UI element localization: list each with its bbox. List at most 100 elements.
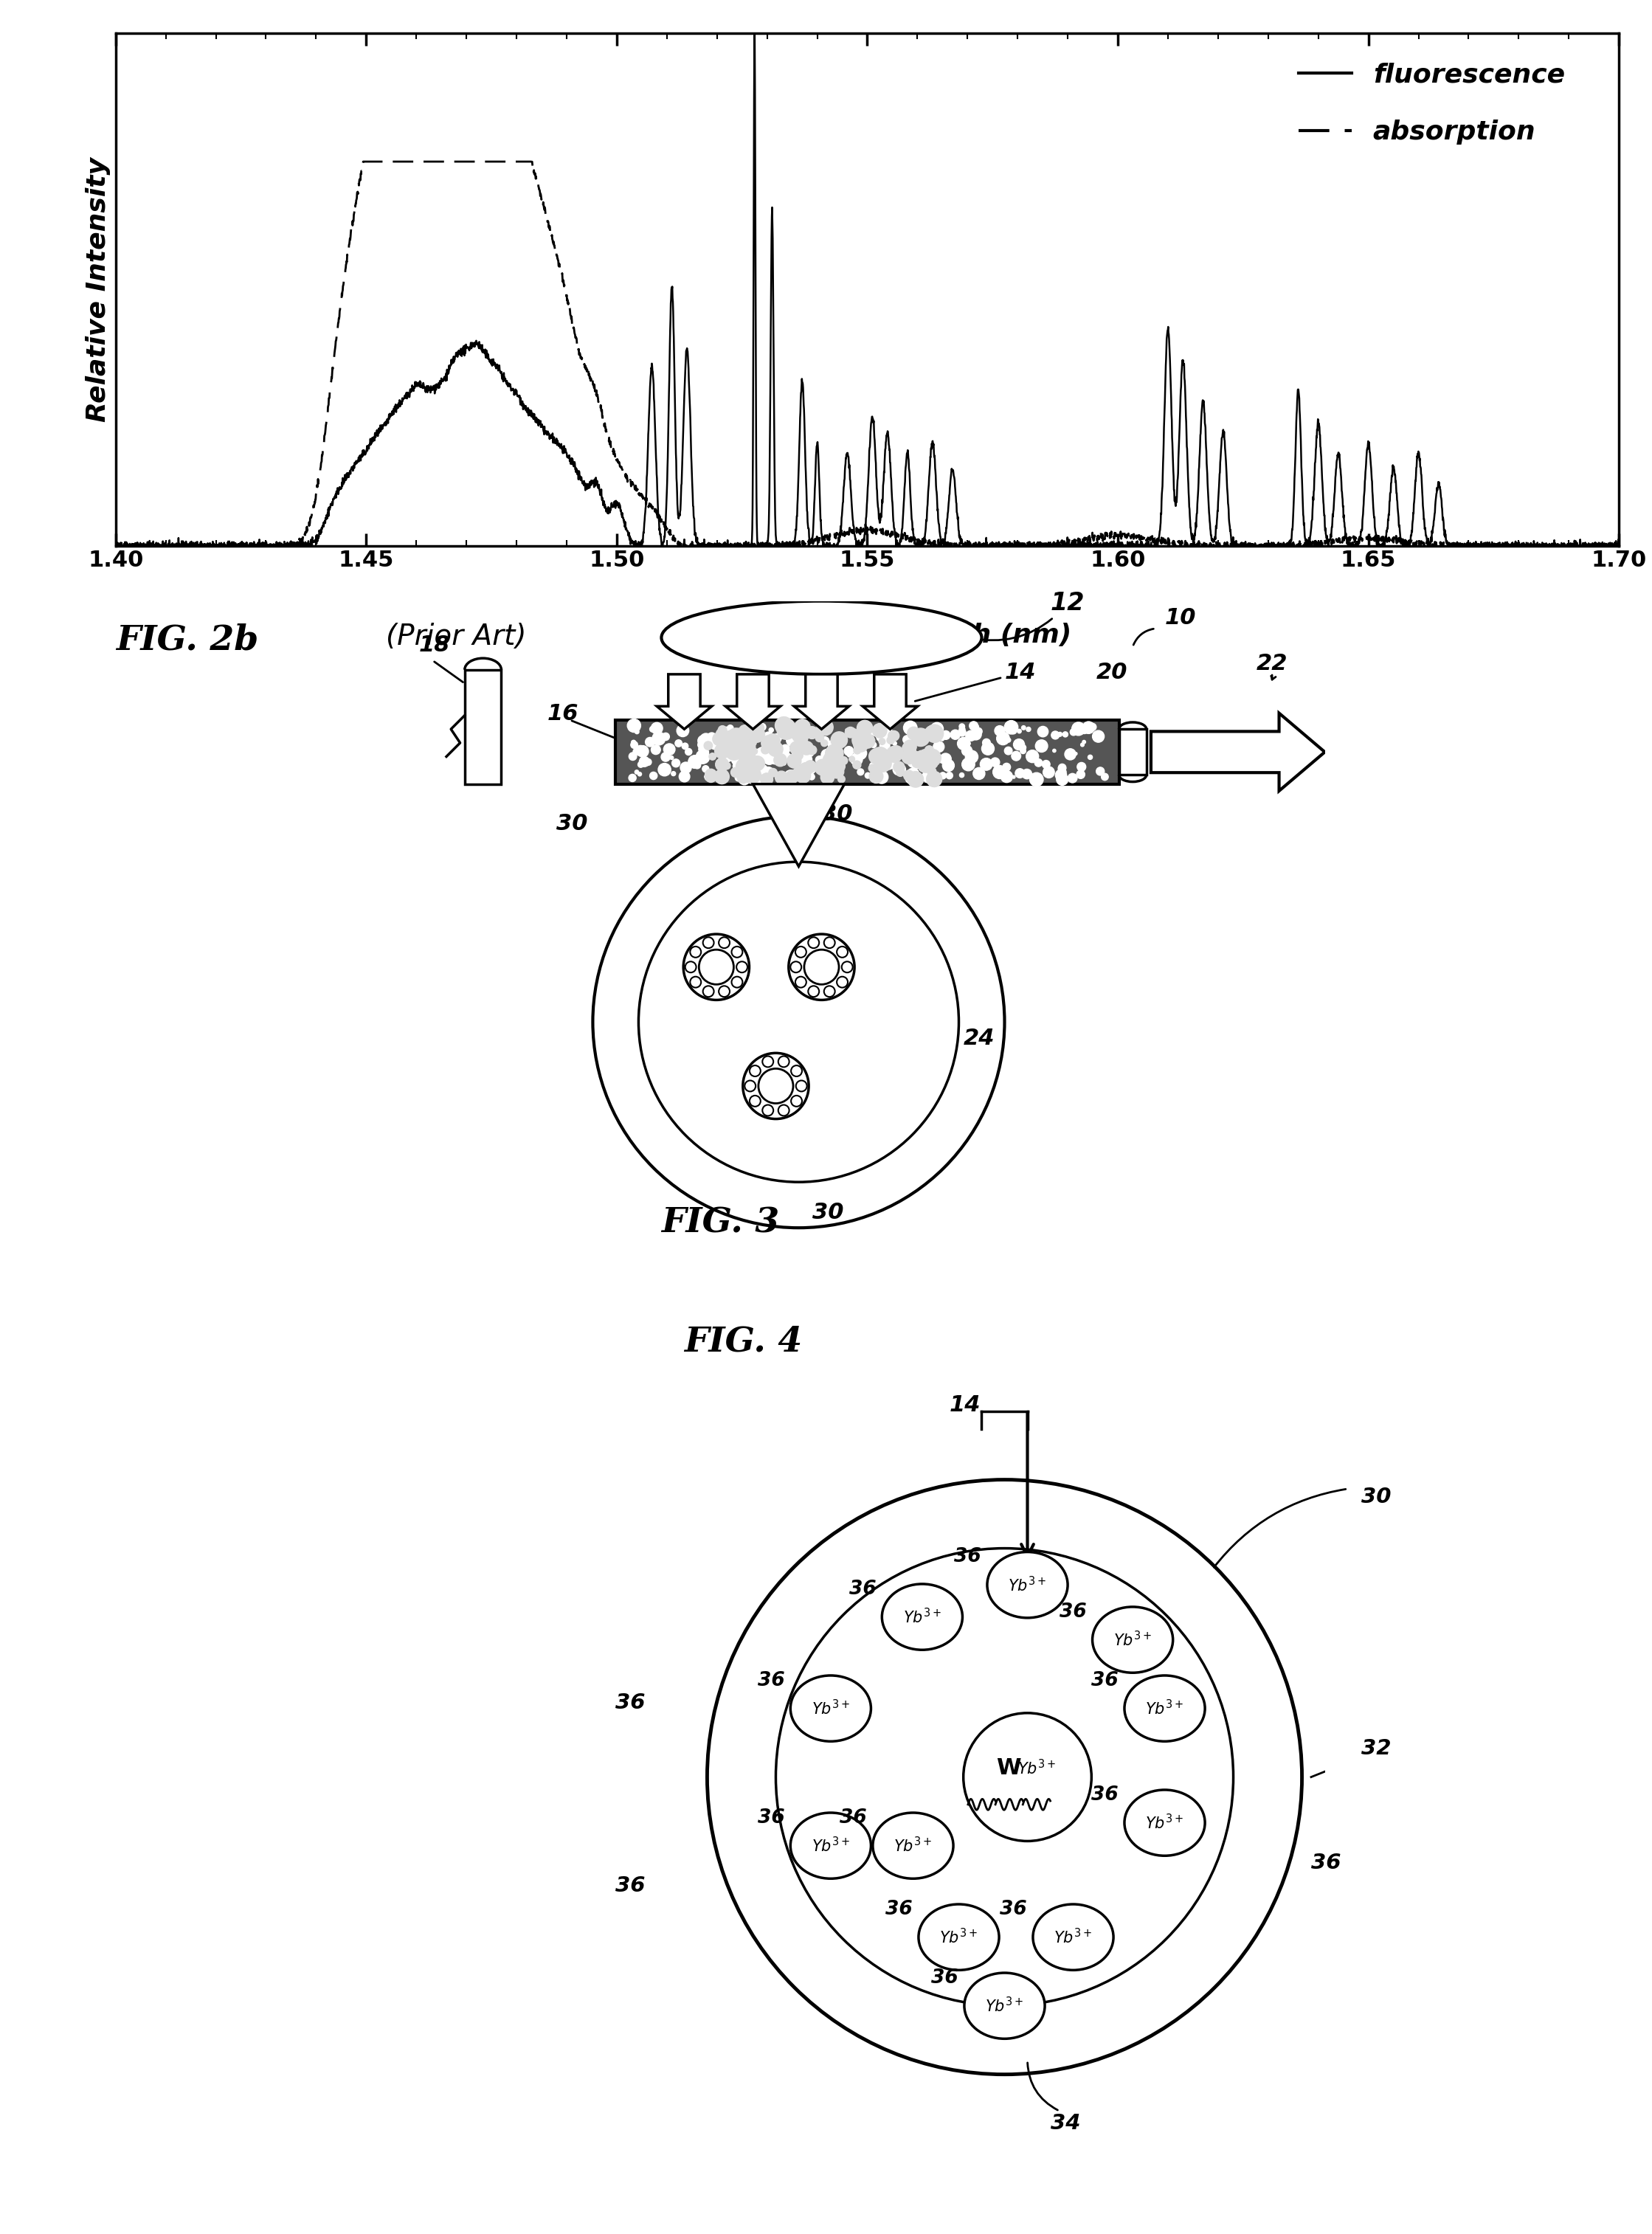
Circle shape — [1059, 764, 1066, 773]
Circle shape — [629, 753, 636, 760]
fluorescence — [1227, 532, 1247, 558]
Text: $Yb^{3+}$: $Yb^{3+}$ — [1145, 1700, 1184, 1718]
Circle shape — [712, 733, 725, 746]
Circle shape — [743, 766, 762, 784]
Text: 34: 34 — [1051, 2113, 1080, 2133]
Text: 30: 30 — [1361, 1486, 1391, 1508]
Circle shape — [705, 771, 717, 782]
Circle shape — [795, 764, 806, 775]
Circle shape — [657, 764, 671, 775]
absorption — [1227, 532, 1247, 558]
Circle shape — [922, 760, 932, 771]
Circle shape — [805, 760, 816, 773]
Circle shape — [773, 744, 780, 751]
Circle shape — [720, 744, 725, 751]
Circle shape — [833, 739, 838, 744]
Circle shape — [786, 753, 801, 768]
Circle shape — [861, 737, 872, 748]
Circle shape — [1009, 726, 1013, 731]
Circle shape — [1019, 744, 1026, 751]
Circle shape — [821, 737, 829, 746]
Circle shape — [763, 733, 773, 742]
Circle shape — [920, 762, 928, 768]
Circle shape — [902, 744, 912, 753]
Circle shape — [631, 742, 638, 748]
Polygon shape — [795, 675, 849, 728]
fluorescence — [106, 532, 126, 558]
Circle shape — [940, 773, 947, 780]
Circle shape — [1057, 768, 1066, 777]
Circle shape — [942, 731, 950, 739]
Circle shape — [738, 739, 755, 755]
Circle shape — [821, 739, 828, 746]
Circle shape — [755, 748, 767, 762]
Circle shape — [833, 760, 846, 773]
Circle shape — [801, 751, 808, 757]
Ellipse shape — [882, 1584, 963, 1651]
Circle shape — [757, 746, 770, 760]
Circle shape — [740, 733, 748, 742]
Circle shape — [919, 760, 930, 773]
Text: FIG. 2b: FIG. 2b — [116, 623, 258, 657]
Circle shape — [727, 726, 733, 731]
Circle shape — [1062, 733, 1067, 737]
Circle shape — [651, 744, 661, 755]
Circle shape — [922, 768, 937, 784]
Legend: fluorescence, absorption: fluorescence, absorption — [1287, 51, 1576, 156]
Circle shape — [762, 1106, 773, 1115]
Circle shape — [628, 719, 641, 733]
Text: $Yb^{3+}$: $Yb^{3+}$ — [1054, 1928, 1092, 1946]
fluorescence — [106, 532, 126, 558]
Circle shape — [765, 735, 780, 748]
Circle shape — [752, 748, 758, 755]
Circle shape — [905, 751, 917, 762]
Circle shape — [686, 748, 692, 755]
Text: $Yb^{3+}$: $Yb^{3+}$ — [985, 1997, 1024, 2015]
Circle shape — [742, 737, 745, 742]
Text: 36: 36 — [932, 1968, 958, 1988]
Circle shape — [639, 757, 649, 766]
Circle shape — [838, 947, 847, 958]
Circle shape — [732, 733, 742, 742]
Text: 36: 36 — [955, 1548, 981, 1566]
Circle shape — [991, 757, 999, 766]
Circle shape — [1089, 724, 1097, 731]
Circle shape — [735, 731, 747, 742]
Line: absorption: absorption — [116, 161, 1619, 545]
Circle shape — [796, 719, 806, 731]
Text: $Yb^{3+}$: $Yb^{3+}$ — [1113, 1631, 1151, 1649]
Circle shape — [824, 766, 833, 773]
Circle shape — [821, 748, 833, 760]
Circle shape — [1077, 771, 1085, 780]
Circle shape — [1026, 751, 1039, 762]
Circle shape — [715, 760, 722, 766]
Circle shape — [717, 739, 722, 744]
Circle shape — [844, 746, 854, 755]
Circle shape — [881, 742, 885, 746]
Text: 36: 36 — [616, 1691, 646, 1713]
Circle shape — [983, 739, 991, 746]
Circle shape — [904, 722, 917, 735]
Circle shape — [785, 771, 796, 782]
Polygon shape — [725, 675, 780, 728]
Ellipse shape — [790, 1812, 871, 1879]
Circle shape — [780, 735, 785, 739]
Circle shape — [1072, 722, 1085, 735]
Circle shape — [892, 746, 899, 753]
Circle shape — [760, 773, 773, 786]
Text: 30: 30 — [813, 1202, 844, 1222]
Circle shape — [1006, 737, 1011, 742]
Text: FIG. 3: FIG. 3 — [661, 1206, 780, 1240]
Circle shape — [1067, 773, 1077, 782]
Circle shape — [1018, 728, 1021, 733]
Circle shape — [732, 976, 742, 987]
Circle shape — [776, 722, 795, 739]
Circle shape — [771, 757, 778, 764]
Circle shape — [712, 735, 719, 742]
Circle shape — [902, 751, 915, 764]
Circle shape — [838, 976, 847, 987]
Circle shape — [879, 757, 890, 768]
Circle shape — [824, 777, 829, 782]
FancyBboxPatch shape — [1118, 728, 1146, 775]
Circle shape — [790, 731, 798, 739]
